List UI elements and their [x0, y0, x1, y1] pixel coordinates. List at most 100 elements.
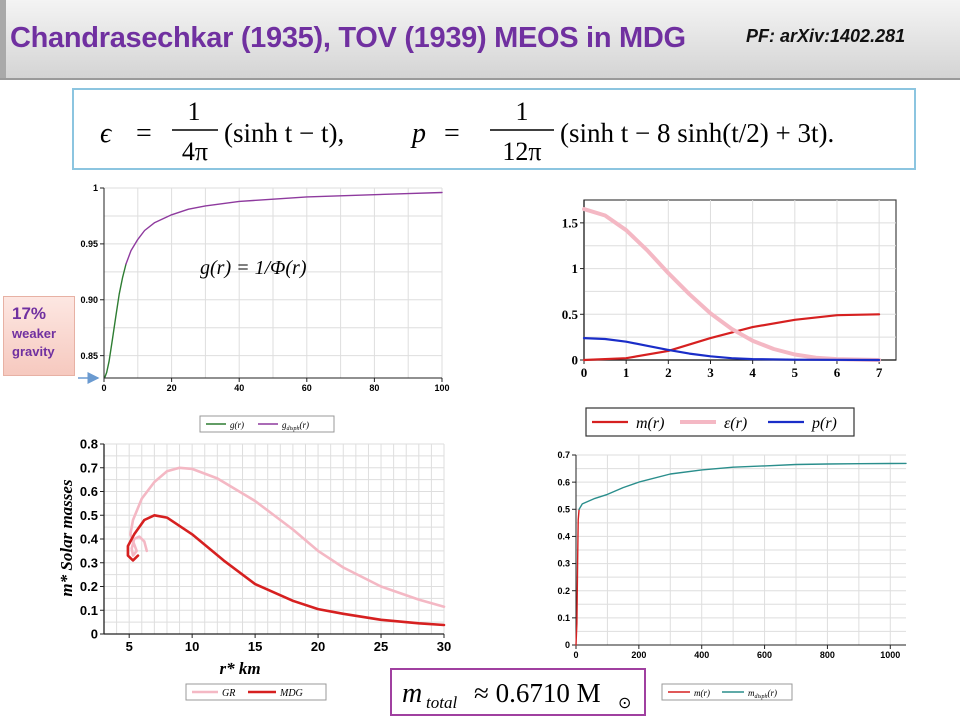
- g-plot-x-tick-1: 20: [167, 383, 177, 393]
- g-plot-y-tick-1: 0.90: [80, 295, 98, 305]
- mass-plot-y-tick-6: 0.6: [557, 477, 570, 487]
- g-plot-x-tick-0: 0: [101, 383, 106, 393]
- profile-plot: 0 1 2 3 4 5 6 7 0 0.5 1 1.5 m(r) ε(r) p(r): [562, 199, 897, 437]
- profile-plot-y-tick-2: 1: [572, 261, 579, 276]
- mass-radius-ylabel: m* Solar masses: [57, 479, 76, 597]
- eq-p-symbol: p: [410, 118, 426, 149]
- profile-plot-y-tick-1: 0.5: [562, 307, 579, 322]
- mass-radius-plot-y-tick-4: 0.4: [80, 532, 99, 547]
- mtotal-sub: total: [426, 693, 457, 712]
- callout-line1: weaker: [12, 326, 57, 341]
- g-plot-series-0: [104, 263, 127, 378]
- mtotal-lhs: m: [402, 678, 422, 709]
- mass-radius-plot-x-tick-0: 5: [126, 639, 133, 654]
- mass-radius-plot-x-tick-5: 30: [437, 639, 451, 654]
- callout-percent: 17%: [12, 304, 47, 323]
- slide-title: Chandrasechkar (1935), TOV (1939) MEOS i…: [10, 22, 686, 54]
- mass-radius-plot-y-tick-8: 0.8: [80, 437, 98, 452]
- profile-plot-x-tick-4: 4: [749, 365, 756, 380]
- mtotal-svg: m total ≈ 0.6710 M ⊙: [402, 678, 631, 712]
- mass-radius-plot-x-tick-4: 25: [374, 639, 388, 654]
- mass-plot-y-tick-0: 0: [565, 640, 570, 650]
- mass-radius-legend-label-1: MDG: [279, 688, 303, 699]
- eq-one-1: 1: [188, 97, 201, 126]
- eq-eps-rhs: (sinh t − t),: [224, 118, 344, 148]
- profile-legend-label-2: p(r): [811, 415, 837, 432]
- eq-eps-symbol: ϵ: [100, 118, 113, 149]
- profile-plot-series-1: [582, 207, 882, 362]
- mass-radius-plot-y-tick-3: 0.3: [80, 555, 98, 570]
- eq-twelve-pi: 12π: [502, 137, 541, 166]
- mass-plot-y-tick-3: 0.3: [557, 559, 570, 569]
- mass-radius-plot-y-tick-6: 0.6: [80, 484, 98, 499]
- eq-four-pi: 4π: [182, 137, 208, 166]
- mtotal-rhs: ≈ 0.6710 M: [474, 678, 601, 708]
- profile-plot-frame: [583, 199, 897, 361]
- mass-legend-label-0: m(r): [694, 688, 710, 698]
- mass-plot-y-tick-4: 0.4: [557, 532, 570, 542]
- g-plot-annotation: g(r) = 1/Φ(r): [200, 257, 307, 279]
- mass-radius-legend-label-0: GR: [222, 688, 235, 699]
- g-plot-y-tick-2: 0.95: [80, 239, 98, 249]
- mtotal-sun: ⊙: [618, 695, 631, 712]
- mass-plot-x-tick-5: 1000: [880, 650, 900, 660]
- eq-p-rhs: (sinh t − 8 sinh(t/2) + 3t).: [560, 118, 834, 148]
- eq-one-2: 1: [516, 97, 529, 126]
- mass-plot-x-tick-2: 400: [694, 650, 709, 660]
- mass-radius-plot-y-tick-0: 0: [91, 627, 98, 642]
- mass-plot: 0 200 400 600 800 1000 0 0.1 0.2 0.3 0.4 0.5 0.6 0.7 m…: [557, 450, 907, 701]
- mass-radius-plot-y-tick-5: 0.5: [80, 508, 98, 523]
- equation-box: ϵ = 1 4π (sinh t − t), p = 1 12π (sinh t…: [72, 88, 916, 170]
- g-plot-x-tick-4: 80: [369, 383, 379, 393]
- mass-radius-plot-series-1: [126, 514, 446, 627]
- profile-plot-x-tick-7: 7: [876, 365, 883, 380]
- profile-plot-series-0: [582, 313, 881, 362]
- g-plot-x-tick-3: 60: [302, 383, 312, 393]
- callout-line2: gravity: [12, 344, 55, 359]
- equation-svg: ϵ = 1 4π (sinh t − t), p = 1 12π (sinh t…: [100, 97, 834, 166]
- mass-plot-x-tick-1: 200: [631, 650, 646, 660]
- mtotal-box: m total ≈ 0.6710 M ⊙: [390, 668, 646, 716]
- g-plot-y-tick-3: 1: [93, 183, 98, 193]
- g-plot-x-tick-5: 100: [434, 383, 449, 393]
- profile-legend-box: [585, 407, 855, 437]
- g-plot-x-tick-2: 40: [234, 383, 244, 393]
- mass-radius-plot-y-tick-2: 0.2: [80, 579, 98, 594]
- g-plot: 0 20 40 60 80 100 0.85 0.90 0.95 1 g(r) = 1/Φ(r) g(…: [80, 183, 450, 433]
- profile-plot-x-tick-5: 5: [792, 365, 799, 380]
- mass-plot-series-0: [575, 508, 580, 646]
- reference-label: PF: arXiv:1402.281: [746, 26, 905, 47]
- weaker-gravity-callout: 17% weaker gravity: [3, 296, 75, 376]
- mass-plot-series-1: [578, 462, 907, 510]
- g-plot-series-1: [125, 191, 443, 265]
- g-plot-y-tick-0: 0.85: [80, 351, 98, 361]
- mass-plot-y-tick-2: 0.2: [557, 586, 570, 596]
- profile-plot-y-tick-3: 1.5: [562, 215, 579, 230]
- mass-plot-y-tick-1: 0.1: [557, 613, 570, 623]
- mass-radius-plot-x-tick-3: 20: [311, 639, 325, 654]
- mass-radius-plot-series-0: [129, 466, 446, 608]
- profile-legend-label-0: m(r): [636, 415, 664, 432]
- profile-plot-x-tick-3: 3: [707, 365, 714, 380]
- eq-equals-2: =: [444, 118, 460, 149]
- profile-plot-x-tick-0: 0: [581, 365, 588, 380]
- eq-equals-1: =: [136, 118, 152, 149]
- mass-radius-plot-x-tick-1: 10: [185, 639, 199, 654]
- profile-plot-x-tick-2: 2: [665, 365, 672, 380]
- g-plot-legend-label-0: g(r): [230, 420, 244, 430]
- reference-text: PF: arXiv:1402.281: [746, 26, 906, 46]
- profile-plot-y-tick-0: 0: [572, 353, 579, 368]
- mass-plot-y-tick-5: 0.5: [557, 504, 570, 514]
- profile-plot-x-tick-6: 6: [834, 365, 841, 380]
- mass-plot-x-tick-0: 0: [573, 650, 578, 660]
- title-bar-edge: [0, 0, 6, 78]
- mass-radius-plot: 5 10 15 20 25 30 0 0.1 0.2 0.3 0.4 0.5 0.6 0.7 0.8 r* k…: [57, 437, 451, 701]
- mass-radius-xlabel: r* km: [219, 659, 260, 678]
- title-bar: Chandrasechkar (1935), TOV (1939) MEOS i…: [0, 0, 960, 80]
- mass-radius-plot-x-tick-2: 15: [248, 639, 262, 654]
- mass-radius-plot-y-tick-7: 0.7: [80, 460, 98, 475]
- mass-radius-plot-y-tick-1: 0.1: [80, 603, 98, 618]
- mass-plot-y-tick-7: 0.7: [557, 450, 570, 460]
- mass-plot-x-tick-3: 600: [757, 650, 772, 660]
